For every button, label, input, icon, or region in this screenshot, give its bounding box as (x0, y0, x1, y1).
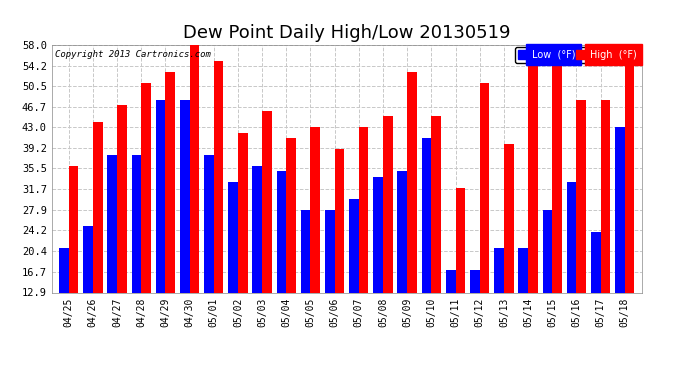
Bar (204, 155, 214, 363)
Legend: Low  (°F), High  (°F): Low (°F), High (°F) (515, 47, 640, 63)
Bar (141, 83, 151, 363)
Bar (566, 182, 576, 363)
Bar (407, 72, 417, 363)
Bar (93, 122, 103, 363)
Bar (228, 182, 238, 363)
Bar (253, 166, 262, 363)
Bar (470, 270, 480, 363)
Bar (480, 83, 489, 363)
Bar (397, 171, 407, 363)
Bar (431, 116, 441, 363)
Bar (624, 62, 634, 363)
Bar (117, 105, 127, 363)
Bar (528, 45, 538, 363)
Bar (359, 128, 368, 363)
Bar (166, 72, 175, 363)
Bar (335, 149, 344, 363)
Bar (600, 100, 610, 363)
Bar (422, 138, 431, 363)
Bar (455, 188, 465, 363)
Bar (576, 100, 586, 363)
Bar (591, 232, 600, 363)
Bar (156, 100, 166, 363)
Bar (286, 138, 296, 363)
Bar (132, 155, 141, 363)
Bar (446, 270, 455, 363)
Bar (373, 177, 383, 363)
Bar (262, 111, 272, 363)
Bar (383, 116, 393, 363)
Bar (108, 155, 117, 363)
Bar (349, 199, 359, 363)
Bar (214, 62, 224, 363)
Bar (277, 171, 286, 363)
Bar (190, 39, 199, 363)
Bar (552, 45, 562, 363)
Bar (518, 248, 528, 363)
Bar (69, 166, 79, 363)
Bar (238, 133, 248, 363)
Bar (59, 248, 69, 363)
Bar (325, 210, 335, 363)
Text: Copyright 2013 Cartronics.com: Copyright 2013 Cartronics.com (55, 50, 210, 59)
Bar (310, 128, 320, 363)
Bar (504, 144, 513, 363)
Bar (542, 210, 552, 363)
Bar (494, 248, 504, 363)
Bar (615, 128, 624, 363)
Bar (180, 100, 190, 363)
Title: Dew Point Daily High/Low 20130519: Dew Point Daily High/Low 20130519 (183, 24, 511, 42)
Bar (83, 226, 93, 363)
Bar (301, 210, 310, 363)
